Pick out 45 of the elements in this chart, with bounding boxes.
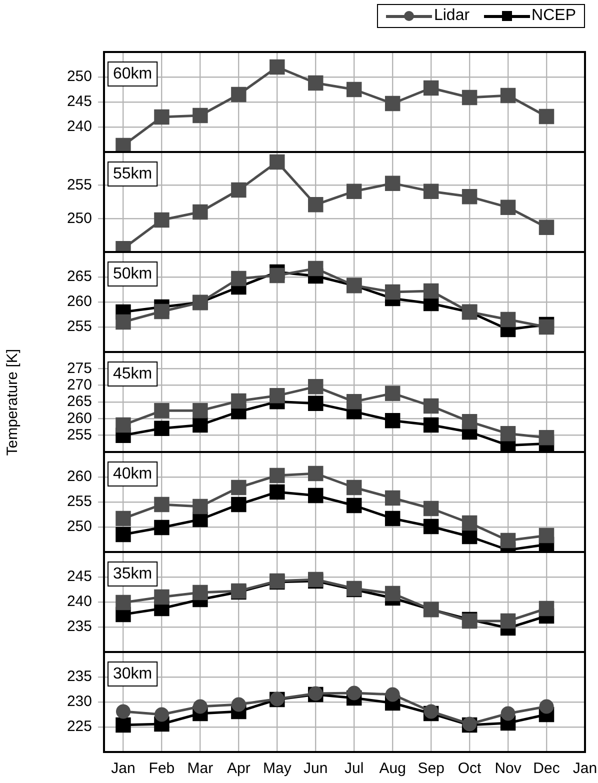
x-tick-label: Nov: [494, 760, 522, 778]
x-tick-label: Apr: [227, 760, 250, 778]
y-tick-label: 230: [66, 693, 92, 710]
x-tick-label: Jun: [304, 760, 328, 778]
x-tick-label: Jan: [111, 760, 136, 778]
y-tick-label: 260: [66, 410, 92, 427]
x-tick-label: Jul: [344, 760, 364, 778]
y-tick-label: 265: [66, 393, 92, 410]
x-tick-label: Sep: [418, 760, 444, 778]
y-axis-title: Temperature [K]: [4, 348, 21, 456]
legend-label: Lidar: [434, 7, 470, 25]
x-tick-label: Mar: [187, 760, 214, 778]
x-tick-label: Feb: [148, 760, 175, 778]
y-tick-label: 270: [66, 376, 92, 394]
annotation: 45km: [113, 365, 152, 382]
x-tick-label: Oct: [458, 760, 482, 778]
y-tick-label: 255: [66, 318, 92, 336]
annotation: 40km: [113, 465, 152, 482]
y-tick-label: 245: [66, 568, 92, 586]
y-tick-label: 255: [66, 426, 92, 444]
y-tick-label: 225: [66, 718, 92, 736]
y-tick-label: 240: [66, 593, 92, 610]
annotation: 35km: [113, 565, 152, 582]
y-tick-label: 245: [66, 93, 92, 110]
y-tick-label: 235: [66, 618, 92, 636]
legend-label: NCEP: [532, 7, 576, 25]
x-tick-label: May: [262, 760, 292, 778]
y-tick-label: 265: [66, 268, 92, 286]
y-tick-label: 240: [66, 118, 92, 136]
annotation: 60km: [113, 65, 152, 82]
y-tick-label: 255: [66, 176, 92, 194]
y-tick-label: 250: [66, 210, 92, 227]
annotation: 55km: [113, 165, 152, 182]
annotation: 30km: [113, 665, 152, 682]
y-tick-label: 250: [66, 518, 92, 536]
x-tick-label: Dec: [533, 760, 560, 778]
y-tick-label: 260: [66, 468, 92, 486]
y-tick-label: 255: [66, 493, 92, 510]
x-tick-label: Jan: [572, 760, 598, 778]
annotation: 50km: [113, 265, 152, 282]
x-tick-label: Aug: [379, 760, 406, 778]
y-tick-label: 275: [66, 360, 92, 377]
y-tick-label: 250: [66, 68, 92, 86]
y-tick-label: 260: [66, 293, 92, 310]
y-tick-label: 235: [66, 668, 92, 686]
